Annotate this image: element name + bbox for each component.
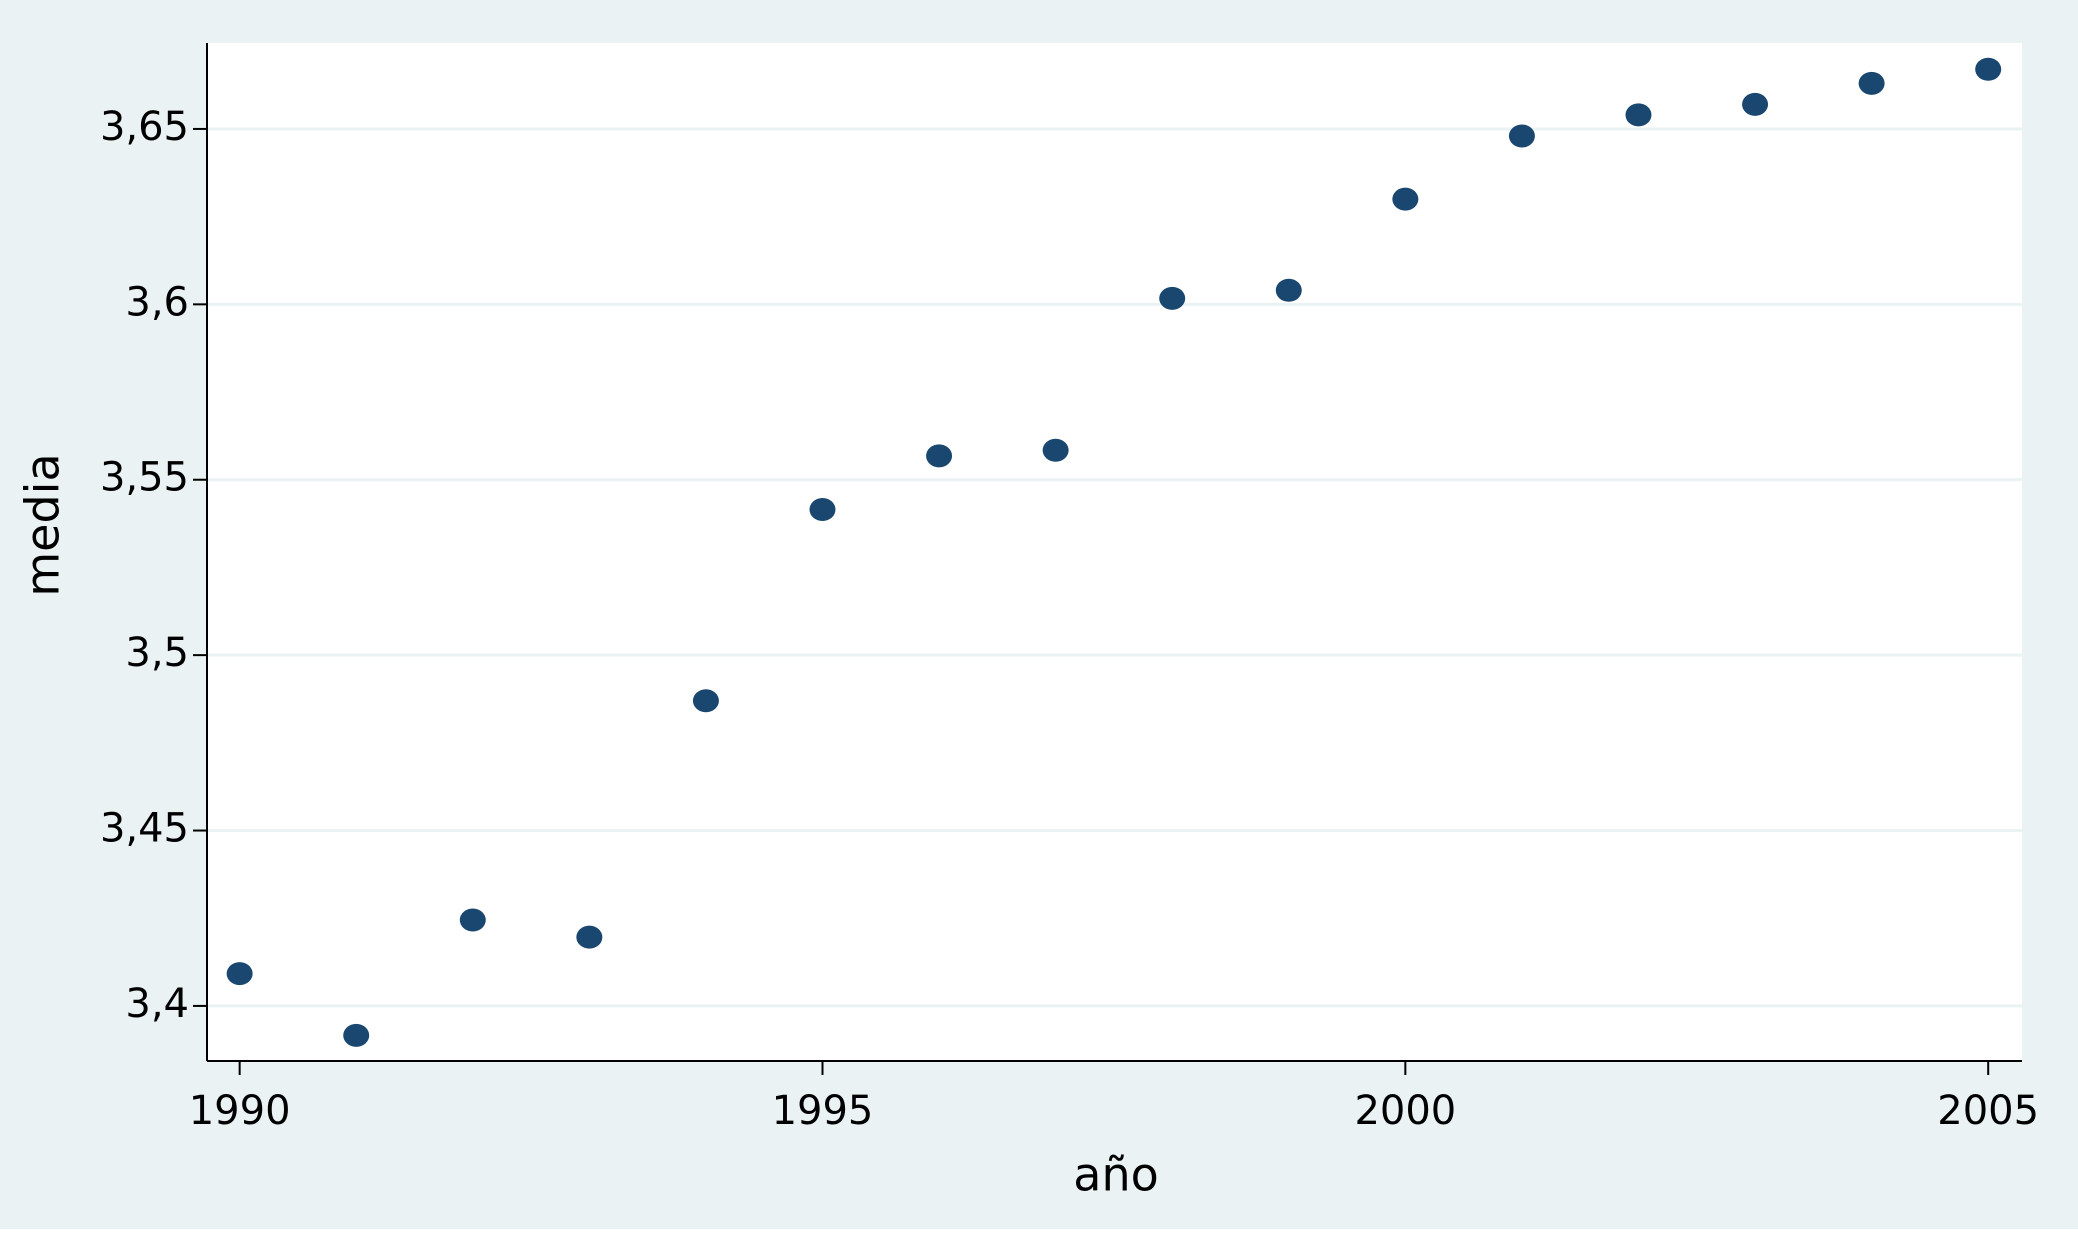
point xyxy=(1742,92,1769,116)
point xyxy=(1275,278,1302,302)
point xyxy=(1858,71,1885,95)
x-tick-label: 2005 xyxy=(1937,1088,2039,1134)
x-tick-label: 2000 xyxy=(1354,1088,1456,1134)
point xyxy=(1625,103,1652,127)
point xyxy=(809,498,836,522)
x-tick-label: 1995 xyxy=(772,1088,874,1134)
y-tick-label: 3,55 xyxy=(100,455,189,501)
point xyxy=(1159,286,1186,310)
point xyxy=(1392,187,1419,211)
y-tick-label: 3,65 xyxy=(100,104,189,150)
x-tick-label: 1990 xyxy=(189,1088,291,1134)
point xyxy=(926,444,953,468)
y-tick-label: 3,6 xyxy=(125,279,189,325)
point xyxy=(576,925,603,949)
point xyxy=(343,1023,370,1047)
x-axis-title: año xyxy=(1073,1148,1159,1202)
y-axis-title: media xyxy=(16,453,70,596)
plot-area xyxy=(207,43,2022,1061)
point xyxy=(226,962,253,986)
point xyxy=(459,908,486,932)
y-tick-label: 3,45 xyxy=(100,806,189,852)
y-tick-label: 3,5 xyxy=(125,630,189,676)
y-tick-label: 3,4 xyxy=(125,981,189,1027)
point xyxy=(1975,57,2002,81)
point xyxy=(692,689,719,713)
point xyxy=(1042,438,1069,462)
point xyxy=(1508,124,1535,148)
